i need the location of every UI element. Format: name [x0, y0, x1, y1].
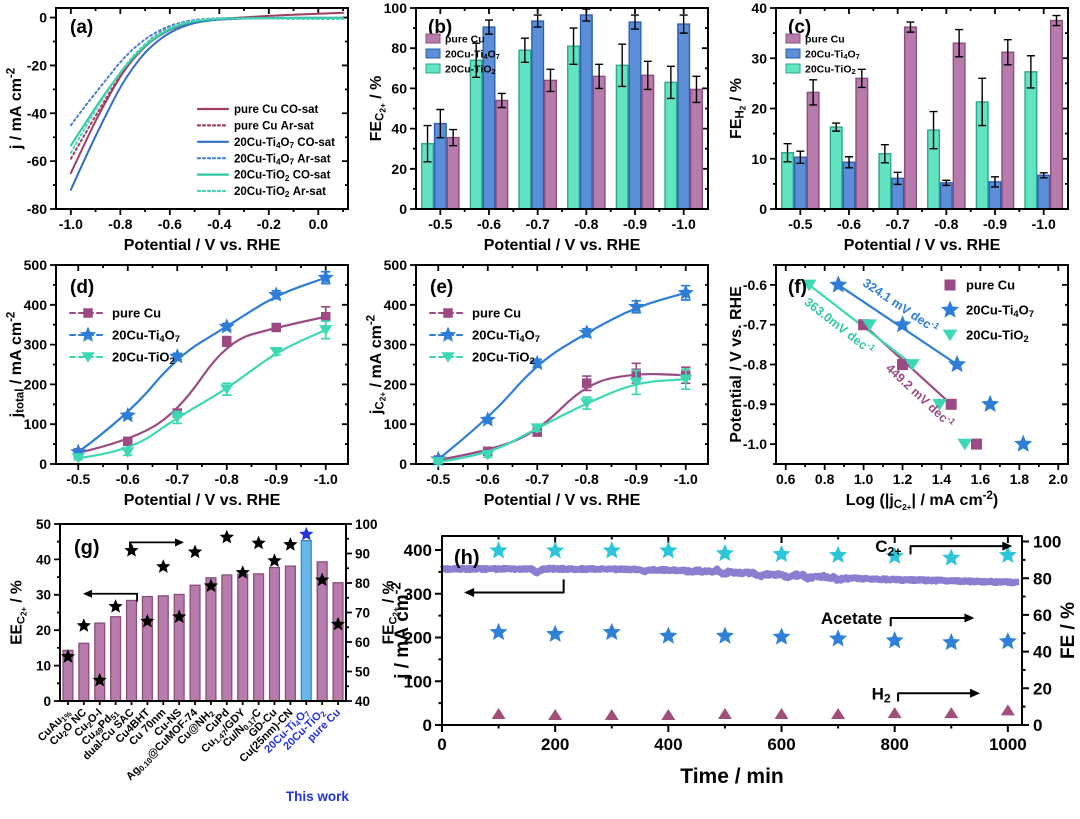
panel-e-jc2-lines [360, 255, 720, 512]
panel-f-chart [720, 255, 1080, 512]
panel-g-catalyst-comparison [0, 510, 400, 819]
panel-b-fe-c2-bars [360, 0, 720, 257]
panel-h-stability-test [385, 510, 1080, 819]
panel-c-chart [720, 0, 1080, 257]
panel-d-chart [0, 255, 360, 512]
panel-d-jtotal-lines [0, 255, 360, 512]
panel-a-chart [0, 0, 360, 257]
panel-a-lsv-curves [0, 0, 360, 257]
panel-b-chart [360, 0, 720, 257]
panel-h-chart [385, 510, 1080, 819]
panel-e-chart [360, 255, 720, 512]
panel-g-chart [0, 510, 400, 819]
panel-f-tafel-plot [720, 255, 1080, 512]
panel-c-fe-h2-bars [720, 0, 1080, 257]
